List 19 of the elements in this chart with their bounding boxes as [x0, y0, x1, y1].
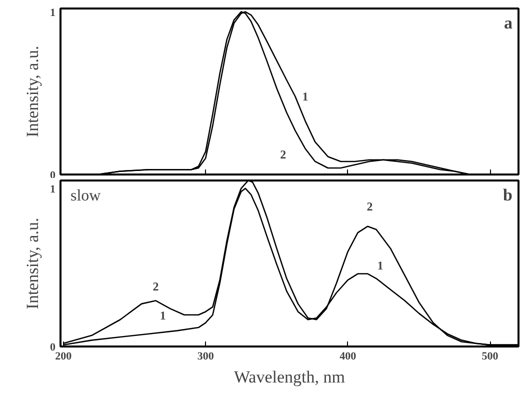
annotation: slow: [70, 188, 102, 204]
chart-title: b: [503, 186, 513, 204]
y-tick-label: 0: [50, 342, 56, 354]
x-tick-label: 200: [55, 350, 72, 362]
y-axis-title: Intensity, a.u.: [23, 218, 42, 310]
y-axis-title: Intensity, a.u.: [23, 46, 42, 138]
chart-title: a: [504, 14, 513, 32]
y-tick-label: 1: [50, 6, 56, 19]
x-tick-label: 400: [340, 350, 357, 362]
annotation: 1: [160, 308, 166, 322]
x-tick-label: 300: [197, 350, 214, 362]
annotation: 1: [377, 258, 384, 273]
annotation: 2: [280, 147, 286, 162]
annotation: 2: [152, 280, 159, 294]
x-axis-title: Wavelength, nm: [234, 368, 346, 386]
annotation: 2: [366, 199, 373, 214]
x-tick-label: 500: [482, 350, 499, 362]
annotation: 1: [302, 89, 308, 104]
y-tick-label: 1: [50, 183, 56, 196]
